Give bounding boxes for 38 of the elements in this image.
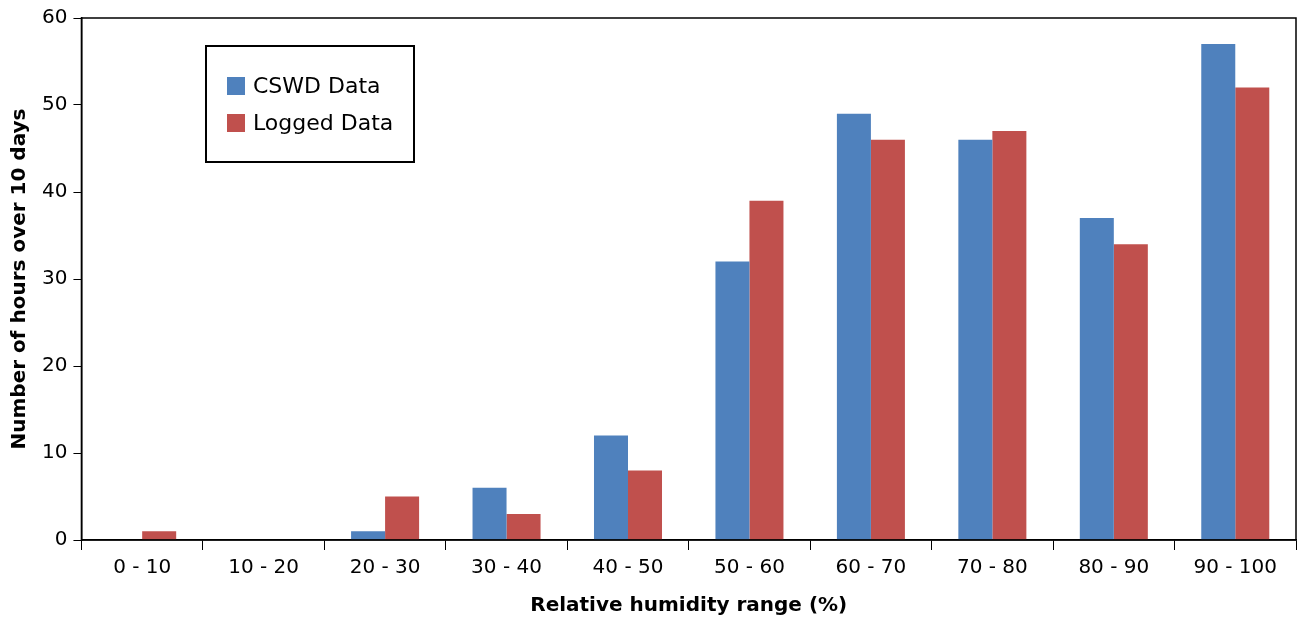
bar	[506, 513, 541, 540]
x-tick-label: 0 - 10	[113, 554, 172, 579]
x-tick-label: 40 - 50	[592, 554, 664, 579]
x-tick-label: 50 - 60	[714, 554, 785, 579]
bar	[1079, 218, 1114, 540]
x-tick-label: 70 - 80	[956, 554, 1028, 579]
y-tick-label: 0	[54, 526, 68, 551]
bar	[1113, 244, 1148, 540]
bar	[958, 139, 993, 540]
y-tick-label: 30	[42, 265, 68, 290]
bar	[992, 131, 1027, 540]
bar	[836, 113, 871, 540]
y-tick-label: 20	[42, 352, 68, 377]
y-tick-label: 40	[42, 178, 68, 203]
y-axis-title: Number of hours over 10 days	[6, 108, 31, 450]
bar	[385, 496, 420, 540]
x-tick-label: 60 - 70	[835, 554, 907, 579]
bar	[628, 470, 662, 540]
legend-label: Logged Data	[253, 110, 394, 135]
bar	[749, 200, 784, 540]
bar	[1235, 87, 1270, 540]
y-tick-label: 50	[42, 91, 68, 116]
x-tick-label: 10 - 20	[228, 554, 300, 579]
y-tick-label: 10	[42, 439, 68, 464]
x-tick-label: 80 - 90	[1078, 554, 1150, 579]
legend-label: CSWD Data	[253, 73, 381, 98]
bar	[472, 487, 507, 540]
bar	[351, 531, 386, 540]
bar	[593, 435, 628, 540]
bar	[142, 531, 177, 540]
x-tick-label: 30 - 40	[471, 554, 542, 579]
x-axis-title: Relative humidity range (%)	[530, 592, 848, 617]
x-tick-label: 90 - 100	[1193, 554, 1278, 579]
bar	[715, 261, 750, 540]
bar	[870, 139, 905, 540]
x-tick-label: 20 - 30	[349, 554, 421, 579]
y-tick-label: 60	[42, 4, 68, 29]
bar	[1201, 44, 1236, 540]
